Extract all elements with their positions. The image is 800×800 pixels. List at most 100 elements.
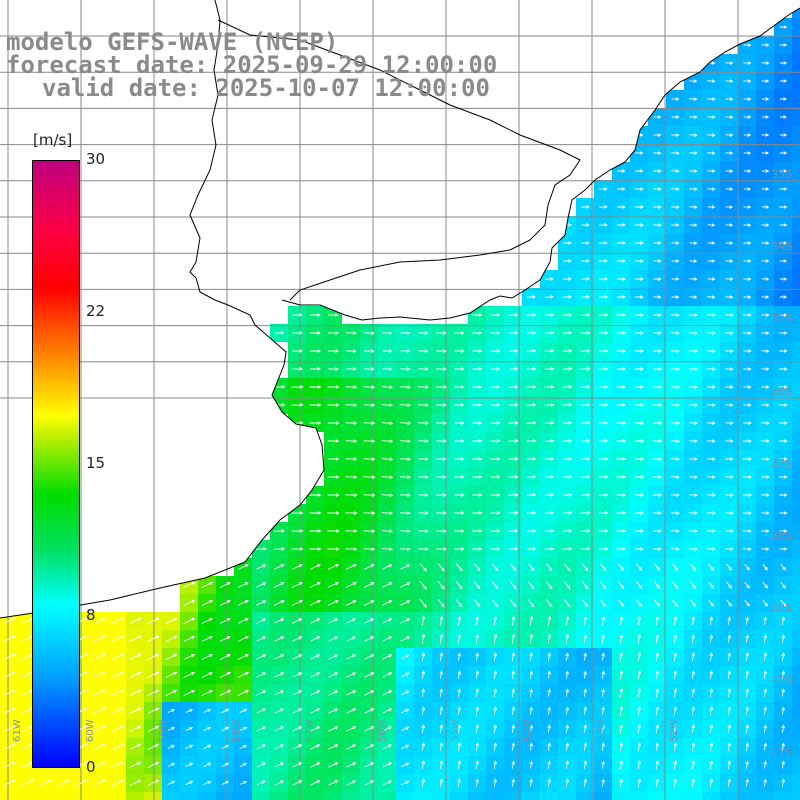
wind-arrow [274, 331, 285, 335]
wind-arrow [147, 617, 160, 625]
wind-arrow [708, 581, 715, 589]
wind-arrow [219, 617, 231, 624]
wind-arrow [292, 618, 303, 624]
wind-arrow [454, 493, 465, 497]
wind-arrow [600, 599, 607, 608]
wind-arrow [165, 635, 178, 643]
wind-arrow [418, 349, 429, 353]
wind-arrow [726, 563, 732, 571]
wind-arrow [183, 653, 196, 660]
wind-arrow [327, 349, 340, 353]
wind-arrow [455, 581, 463, 590]
wind-arrow [457, 742, 462, 752]
wind-arrow [436, 457, 447, 461]
wind-arrow [709, 741, 714, 752]
wind-arrow [601, 688, 606, 697]
wind-arrow [707, 421, 716, 425]
wind-arrow [418, 367, 429, 371]
speed-cell [792, 504, 800, 522]
wind-arrow [745, 760, 750, 769]
wind-arrow [274, 744, 285, 750]
wind-arrow [457, 706, 462, 715]
wind-arrow [619, 687, 624, 698]
wind-arrow [707, 223, 716, 227]
wind-arrow [743, 331, 752, 335]
wind-arrow [401, 726, 410, 732]
wind-arrow [292, 726, 303, 732]
wind-arrow [421, 670, 426, 679]
wind-arrow [382, 331, 393, 335]
wind-arrow [457, 778, 462, 787]
wind-arrow [563, 581, 571, 590]
speed-cell [792, 162, 800, 180]
wind-arrow [634, 511, 645, 515]
wind-arrow [147, 779, 160, 787]
model-title: modelo GEFS-WAVE (NCEP) [6, 28, 339, 56]
wind-arrow [56, 779, 70, 787]
wind-arrow [328, 636, 339, 642]
wind-arrow [781, 670, 786, 679]
wind-arrow [616, 403, 627, 407]
wind-arrow [689, 115, 698, 119]
wind-arrow [346, 762, 357, 768]
wind-arrow [382, 600, 393, 606]
wind-arrow [725, 133, 734, 137]
lon-label-54w: 54W [523, 719, 534, 742]
wind-arrow [291, 403, 304, 407]
wind-arrow [562, 349, 573, 353]
wind-arrow [580, 367, 591, 371]
wind-arrow [706, 493, 716, 497]
wind-arrow [653, 241, 662, 245]
wind-arrow [472, 439, 483, 443]
wind-arrow [689, 79, 698, 83]
wind-arrow [439, 652, 444, 661]
wind-arrow [256, 564, 267, 570]
wind-arrow [472, 331, 483, 335]
wind-arrow [779, 259, 788, 263]
wind-arrow [364, 780, 375, 786]
wind-arrow [92, 617, 106, 625]
wind-arrow [547, 742, 552, 751]
wind-arrow [601, 742, 606, 751]
wind-arrow [221, 726, 230, 732]
wind-arrow [401, 654, 410, 660]
wind-arrow [761, 403, 770, 407]
wind-arrow [147, 653, 160, 661]
wind-arrow [637, 669, 642, 680]
wind-arrow [364, 582, 375, 588]
wind-arrow [745, 616, 750, 625]
speed-cell [234, 792, 252, 800]
wind-arrow [417, 385, 430, 389]
wind-arrow [688, 511, 698, 515]
wind-arrow [309, 581, 321, 588]
wind-arrow [529, 742, 534, 751]
wind-arrow [529, 652, 534, 661]
wind-arrow [110, 761, 124, 769]
wind-arrow [745, 706, 750, 715]
wind-arrow [239, 726, 248, 732]
wind-arrow [616, 421, 627, 425]
wind-arrow [689, 241, 698, 245]
colorbar [32, 160, 80, 768]
wind-arrow [147, 689, 160, 697]
wind-arrow [436, 511, 447, 515]
wind-arrow [309, 385, 322, 389]
speed-cell [792, 720, 800, 738]
wind-arrow [616, 331, 627, 335]
speed-cell [90, 792, 108, 800]
lon-label-56w: 56W [377, 719, 388, 742]
wind-arrow [328, 726, 339, 732]
wind-arrow [652, 313, 662, 317]
wind-arrow [544, 475, 555, 479]
wind-arrow [673, 760, 678, 770]
wind-arrow [616, 367, 627, 371]
wind-arrow [761, 529, 770, 533]
wind-arrow [671, 241, 680, 245]
wind-arrow [92, 761, 106, 769]
wind-arrow [544, 457, 555, 461]
wind-arrow [655, 778, 660, 788]
wind-arrow [601, 634, 606, 644]
wind-arrow [167, 762, 176, 768]
wind-arrow [709, 634, 714, 643]
